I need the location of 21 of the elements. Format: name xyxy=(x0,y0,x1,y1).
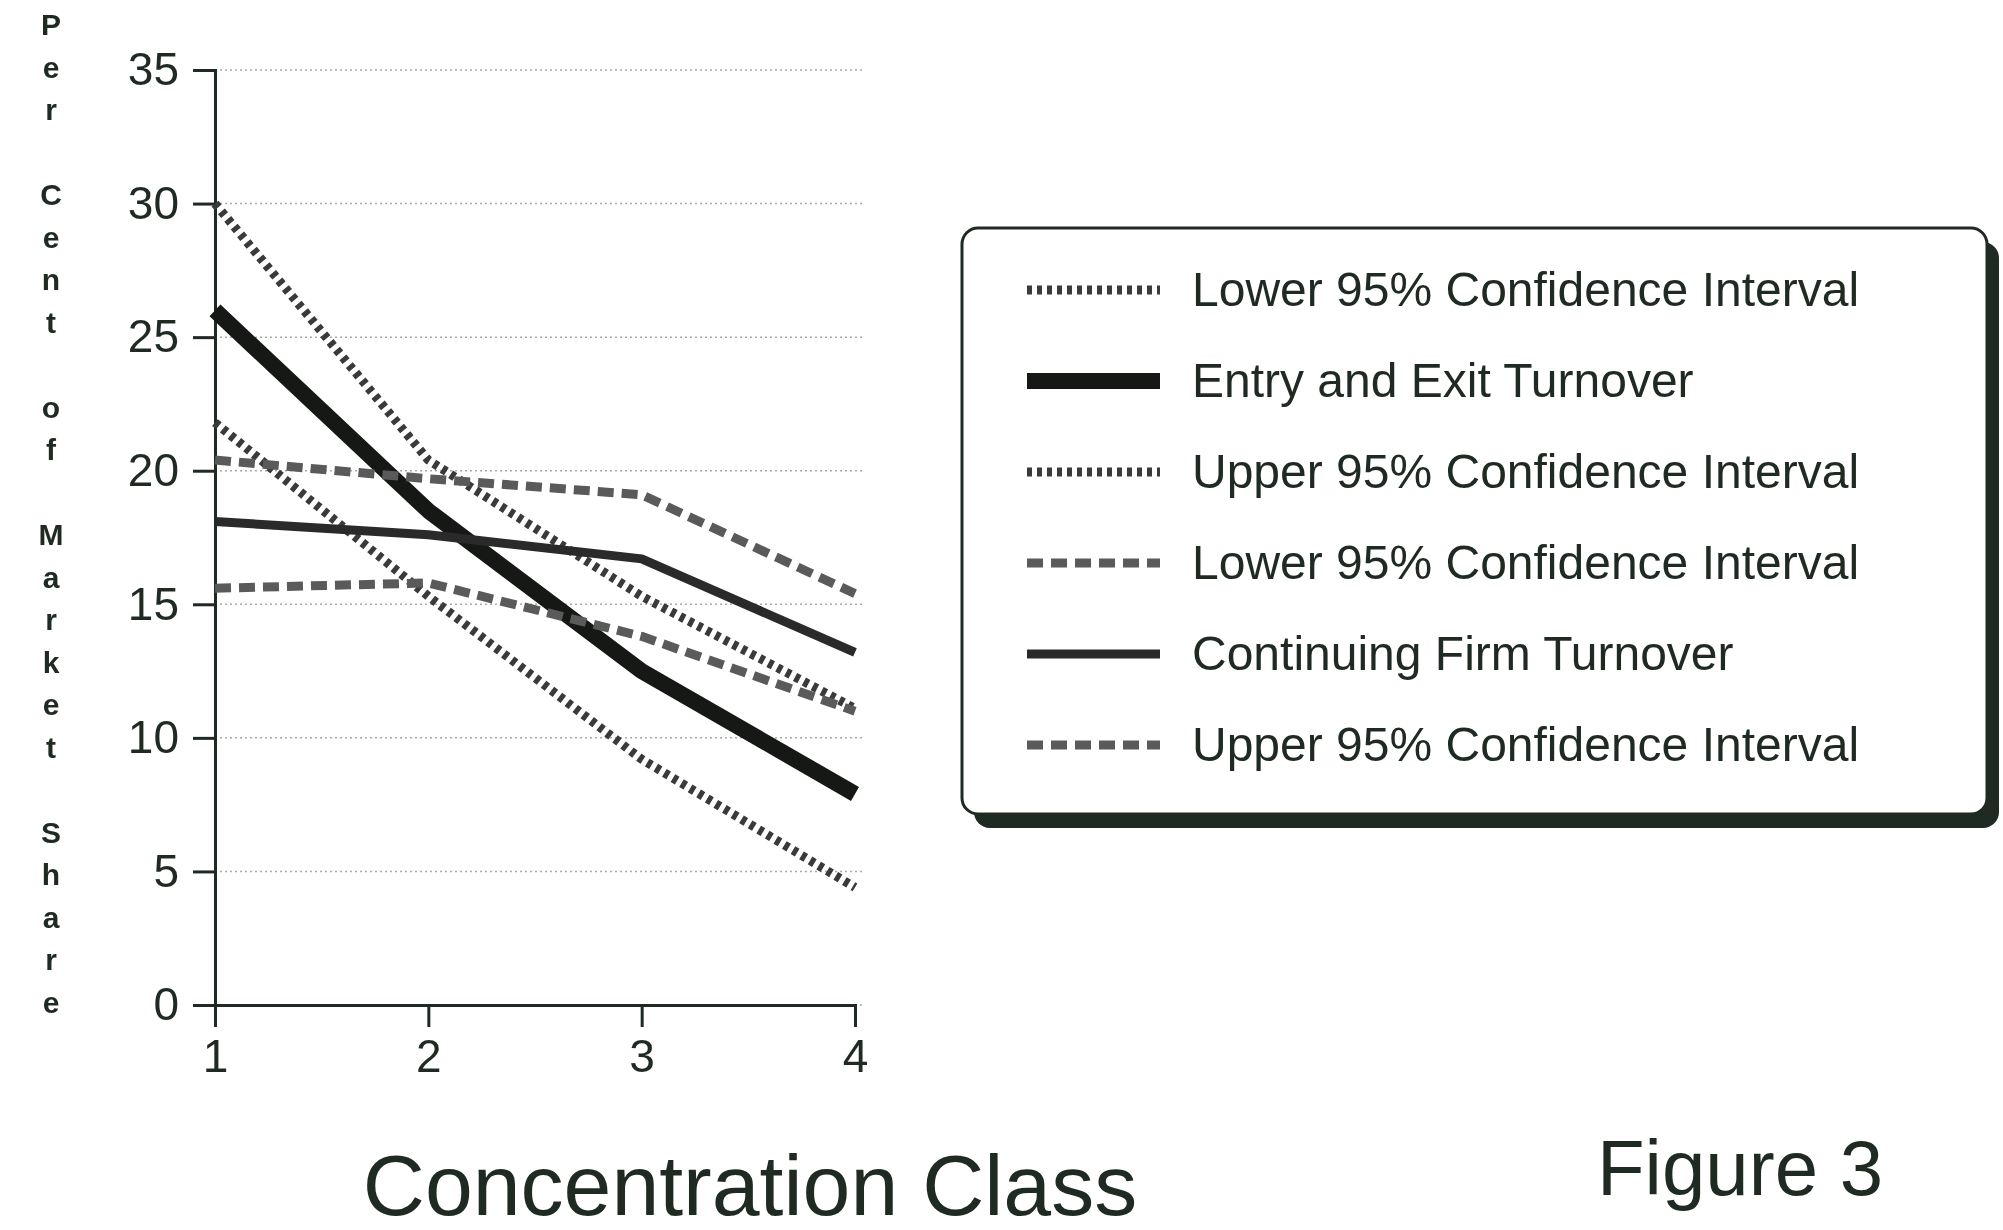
legend-label: Lower 95% Confidence Interval xyxy=(1192,536,1860,589)
caption: Figure 3 xyxy=(1596,1124,1884,1212)
y-tick-label: 30 xyxy=(127,176,179,229)
x-tick-label: 4 xyxy=(842,1029,869,1082)
y-tick-label: 10 xyxy=(127,711,179,764)
y-tick-label: 15 xyxy=(127,577,179,630)
y-tick-label: 0 xyxy=(153,978,179,1031)
legend-label: Lower 95% Confidence Interval xyxy=(1192,263,1860,316)
legend-label: Continuing Firm Turnover xyxy=(1192,627,1734,680)
legend-label: Upper 95% Confidence Interval xyxy=(1192,718,1860,771)
legend-label: Entry and Exit Turnover xyxy=(1192,354,1694,407)
legend-label: Upper 95% Confidence Interval xyxy=(1192,445,1860,498)
x-tick-label: 2 xyxy=(416,1029,442,1082)
y-tick-label: 5 xyxy=(153,844,179,897)
y-tick-label: 25 xyxy=(127,310,179,363)
y-tick-label: 35 xyxy=(127,43,179,96)
text: Per Cent of Market Share xyxy=(38,8,64,1019)
x-tick-label: 3 xyxy=(629,1029,655,1082)
x-tick-label: 1 xyxy=(202,1029,229,1082)
x-axis-title: Concentration Class xyxy=(362,1137,1138,1230)
y-tick-label: 20 xyxy=(127,443,179,496)
